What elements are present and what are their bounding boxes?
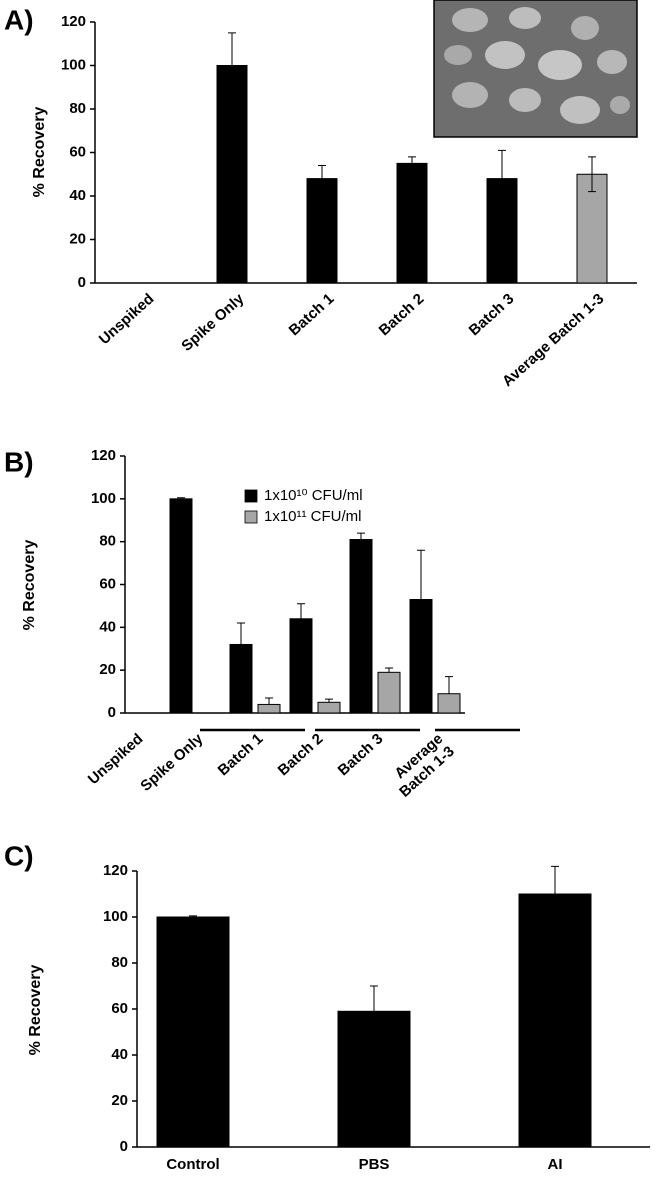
bar: [169, 498, 193, 714]
y-tick-label: 80: [69, 100, 86, 117]
x-tick-label: Spike Only: [178, 290, 247, 355]
x-tick-label: Batch 1: [215, 730, 267, 779]
error-bar: [551, 865, 559, 894]
error-bar: [370, 985, 378, 1012]
inset-photo: [433, 0, 638, 138]
x-tick-label: Spike Only: [137, 730, 206, 795]
y-axis-label: % Recovery: [31, 107, 48, 198]
error-bar: [445, 676, 453, 694]
y-tick-label: 60: [69, 143, 86, 160]
y-tick-label: 120: [61, 13, 86, 30]
error-bar: [297, 603, 305, 619]
error-bar: [498, 149, 506, 208]
bar: [156, 916, 230, 1148]
y-tick-label: 100: [61, 56, 86, 73]
x-tick-label: Control: [166, 1156, 219, 1173]
y-axis-label: % Recovery: [27, 965, 44, 1056]
x-tick-label: Batch 2: [275, 730, 327, 779]
x-tick-label: Batch 3: [335, 730, 387, 779]
y-tick-label: 0: [120, 1138, 128, 1155]
panel-label: A): [4, 4, 34, 35]
y-tick-label: 100: [91, 490, 116, 507]
error-bar: [177, 497, 185, 499]
y-tick-label: 100: [103, 908, 128, 925]
bar: [409, 598, 433, 714]
y-tick-label: 0: [78, 274, 86, 291]
y-tick-label: 20: [99, 661, 116, 678]
bar: [576, 173, 608, 284]
error-bar: [408, 156, 416, 171]
y-tick-label: 80: [111, 954, 128, 971]
error-bar: [237, 622, 245, 645]
x-tick-label: Batch 1: [286, 290, 338, 339]
x-tick-label: Average Batch 1-3: [499, 290, 607, 390]
legend-label: 1x10¹¹ CFU/ml: [264, 508, 362, 525]
error-bar: [228, 32, 236, 99]
y-tick-label: 40: [111, 1046, 128, 1063]
error-bar: [325, 698, 333, 703]
y-tick-label: 60: [99, 575, 116, 592]
bar: [377, 671, 401, 714]
y-tick-label: 40: [99, 618, 116, 635]
y-tick-label: 120: [91, 447, 116, 464]
error-bar: [588, 156, 596, 193]
error-bar: [189, 915, 197, 917]
error-bar: [385, 667, 393, 673]
bar: [349, 539, 373, 714]
legend-swatch: [244, 510, 258, 524]
x-tick-label: Batch 3: [466, 290, 518, 339]
x-tick-label: PBS: [359, 1156, 390, 1173]
error-bar: [265, 697, 273, 705]
bar: [229, 643, 253, 714]
y-tick-label: 0: [108, 704, 116, 721]
y-axis-label: % Recovery: [21, 540, 38, 631]
y-tick-label: 60: [111, 1000, 128, 1017]
x-tick-label: Unspiked: [85, 730, 147, 788]
bar: [306, 178, 338, 284]
bar: [518, 893, 592, 1148]
y-tick-label: 120: [103, 862, 128, 879]
legend-label: 1x10¹⁰ CFU/ml: [264, 487, 363, 504]
x-tick-label: Unspiked: [96, 290, 158, 348]
x-tick-label: AI: [548, 1156, 563, 1173]
bar: [317, 701, 341, 714]
panel-label: C): [4, 840, 34, 871]
bar: [437, 693, 461, 714]
y-tick-label: 40: [69, 187, 86, 204]
bar: [257, 703, 281, 714]
bar: [216, 65, 248, 284]
bar: [337, 1010, 411, 1148]
bar: [289, 618, 313, 714]
y-tick-label: 20: [69, 230, 86, 247]
bar: [396, 162, 428, 284]
error-bar: [357, 532, 365, 540]
x-tick-label: Batch 2: [376, 290, 428, 339]
y-tick-label: 20: [111, 1092, 128, 1109]
error-bar: [417, 549, 425, 600]
error-bar: [318, 165, 326, 193]
panel-label: B): [4, 446, 34, 477]
y-tick-label: 80: [99, 533, 116, 550]
legend-swatch: [244, 489, 258, 503]
